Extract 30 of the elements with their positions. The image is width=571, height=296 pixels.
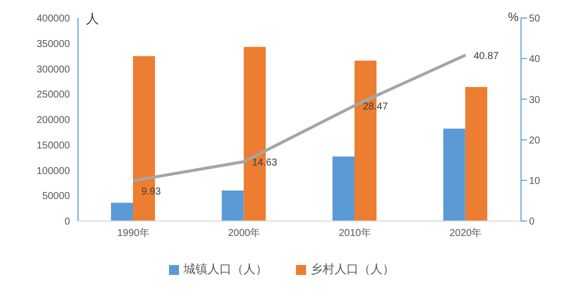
y-tick-label: 150000 [36,140,70,152]
y-tick-label: 250000 [36,90,70,101]
y2-axis-title: % [508,10,519,24]
x-tick-label: 1990年 [117,227,150,240]
bar [111,202,133,221]
y-tick-label: 300000 [36,64,70,76]
x-tick-label: 2000年 [228,227,260,240]
y2-tick-label: 40 [529,54,541,66]
y2-tick-label: 30 [529,94,541,106]
bar [465,87,488,221]
y2-tick-label: 20 [529,135,541,146]
y-tick-label: 100000 [36,166,70,177]
y2-tick-label: 0 [529,216,535,228]
legend-label: 乡村人口（人） [310,261,394,278]
y-axis-title: 人 [86,10,99,28]
bar [443,128,466,221]
bar [222,190,244,221]
y-tick-label: 50000 [42,191,70,202]
y2-tick-label: 10 [529,176,541,187]
x-tick-label: 2020年 [450,227,482,240]
y-tick-label: 400000 [36,14,70,25]
y-tick-label: 0 [64,216,70,228]
y2-tick-label: 50 [529,14,541,25]
line-series [132,54,468,182]
bar [332,156,354,221]
y-tick-label: 200000 [36,115,70,126]
x-tick-label: 2010年 [338,227,371,240]
y-tick-label: 350000 [36,38,70,50]
data-label: 40.87 [474,51,500,62]
legend-label: 城镇人口（人） [182,261,268,278]
